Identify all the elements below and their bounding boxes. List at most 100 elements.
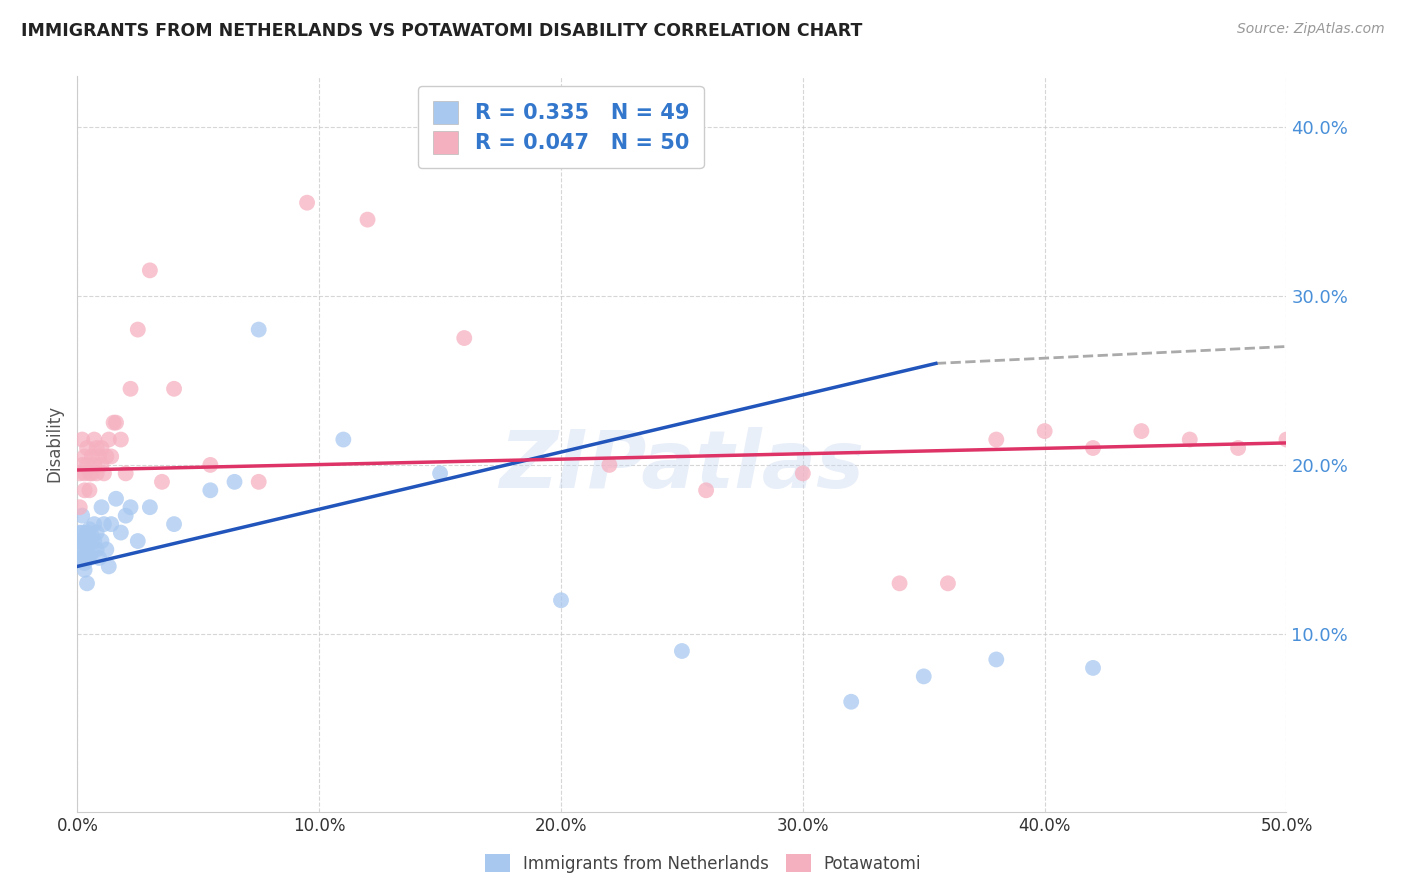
Point	[1130, 424, 1153, 438]
Y-axis label: Disability: Disability	[45, 405, 63, 483]
Point	[83, 517, 105, 532]
Point	[86, 441, 108, 455]
Point	[83, 534, 105, 549]
Point	[127, 534, 149, 549]
Point	[912, 669, 935, 683]
Point	[671, 644, 693, 658]
Point	[114, 467, 136, 481]
Point	[550, 593, 572, 607]
Point	[114, 508, 136, 523]
Point	[76, 441, 98, 455]
Point	[83, 458, 105, 472]
Point	[100, 450, 122, 464]
Point	[1178, 433, 1201, 447]
Point	[598, 458, 620, 472]
Point	[76, 576, 98, 591]
Point	[97, 559, 120, 574]
Point	[70, 534, 93, 549]
Text: Source: ZipAtlas.com: Source: ZipAtlas.com	[1237, 22, 1385, 37]
Point	[87, 450, 110, 464]
Text: ZIPatlas: ZIPatlas	[499, 427, 865, 505]
Point	[429, 467, 451, 481]
Point	[70, 542, 93, 557]
Point	[79, 483, 101, 498]
Point	[86, 542, 108, 557]
Point	[93, 517, 115, 532]
Point	[295, 195, 318, 210]
Point	[79, 551, 101, 566]
Point	[69, 534, 91, 549]
Point	[247, 475, 270, 489]
Point	[139, 263, 162, 277]
Point	[69, 525, 91, 540]
Point	[200, 483, 222, 498]
Point	[695, 483, 717, 498]
Point	[69, 500, 91, 515]
Point	[86, 525, 108, 540]
Point	[1227, 441, 1250, 455]
Point	[79, 522, 101, 536]
Point	[73, 483, 96, 498]
Point	[1081, 441, 1104, 455]
Point	[936, 576, 959, 591]
Point	[986, 652, 1008, 666]
Point	[356, 212, 378, 227]
Point	[90, 458, 112, 472]
Point	[79, 467, 101, 481]
Point	[73, 467, 96, 481]
Point	[96, 542, 118, 557]
Point	[792, 467, 814, 481]
Point	[73, 563, 96, 577]
Point	[87, 551, 110, 566]
Point	[100, 517, 122, 532]
Point	[986, 433, 1008, 447]
Point	[139, 500, 162, 515]
Text: IMMIGRANTS FROM NETHERLANDS VS POTAWATOMI DISABILITY CORRELATION CHART: IMMIGRANTS FROM NETHERLANDS VS POTAWATOM…	[21, 22, 862, 40]
Point	[90, 534, 112, 549]
Point	[889, 576, 911, 591]
Point	[83, 433, 105, 447]
Point	[70, 458, 93, 472]
Legend: R = 0.335   N = 49, R = 0.047   N = 50: R = 0.335 N = 49, R = 0.047 N = 50	[419, 87, 703, 168]
Point	[69, 467, 91, 481]
Point	[332, 433, 354, 447]
Point	[79, 534, 101, 549]
Point	[110, 525, 132, 540]
Point	[110, 433, 132, 447]
Point	[200, 458, 222, 472]
Point	[73, 551, 96, 566]
Point	[76, 525, 98, 540]
Point	[247, 322, 270, 336]
Point	[1275, 433, 1298, 447]
Point	[150, 475, 173, 489]
Point	[839, 695, 862, 709]
Point	[80, 546, 103, 560]
Point	[127, 322, 149, 336]
Point	[105, 491, 128, 506]
Point	[76, 458, 98, 472]
Point	[76, 542, 98, 557]
Point	[73, 450, 96, 464]
Point	[90, 441, 112, 455]
Point	[69, 551, 91, 566]
Point	[163, 517, 186, 532]
Point	[97, 433, 120, 447]
Point	[80, 529, 103, 543]
Point	[73, 556, 96, 570]
Point	[96, 450, 118, 464]
Point	[103, 416, 125, 430]
Point	[73, 546, 96, 560]
Point	[80, 467, 103, 481]
Point	[120, 500, 142, 515]
Point	[1033, 424, 1056, 438]
Point	[224, 475, 246, 489]
Point	[105, 416, 128, 430]
Point	[86, 467, 108, 481]
Point	[80, 450, 103, 464]
Point	[70, 433, 93, 447]
Point	[70, 508, 93, 523]
Point	[453, 331, 475, 345]
Point	[1081, 661, 1104, 675]
Point	[90, 500, 112, 515]
Point	[93, 467, 115, 481]
